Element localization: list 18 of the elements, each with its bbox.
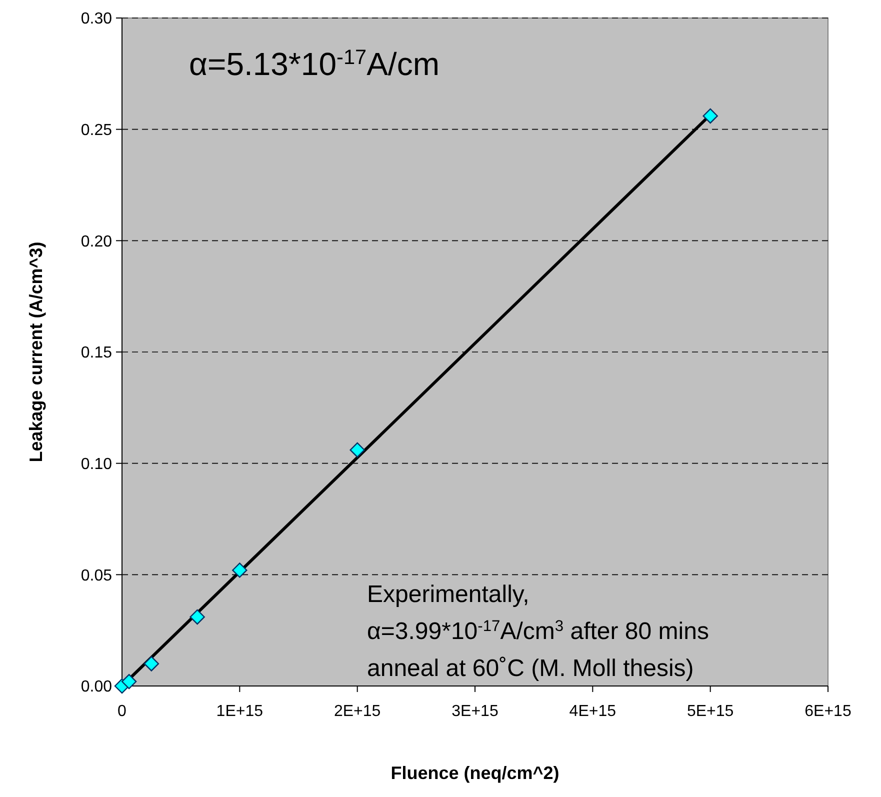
annotation: α=5.13*10$^{-17}$A/cm <box>189 46 440 82</box>
y-tick-label: 0.20 <box>80 233 112 250</box>
x-tick-label: 1E+15 <box>216 703 264 720</box>
x-tick-label: 6E+15 <box>804 703 852 720</box>
x-tick-label: 0 <box>118 703 127 720</box>
x-tick-label: 3E+15 <box>452 703 498 720</box>
y-tick-label: 0.05 <box>80 567 112 584</box>
x-tick-label: 4E+15 <box>569 703 616 720</box>
y-tick-label: 0.15 <box>80 344 112 362</box>
x-axis-title: Fluence (neq/cm^2) <box>390 763 560 783</box>
y-axis-title: Leakage current (A/cm^3) <box>26 242 46 462</box>
x-tick-label: 5E+15 <box>686 703 734 720</box>
y-tick-label: 0.30 <box>80 10 112 28</box>
y-tick-label: 0.25 <box>80 122 112 139</box>
x-tick-label: 2E+15 <box>334 703 381 720</box>
y-tick-label: 0.10 <box>80 456 112 473</box>
y-tick-label: 0.00 <box>80 678 112 696</box>
annotation: Experimentally, α=3.99*10$^{-17}$A/cm$^{3}$ after 80 mins anneal at 60˚C (M. Moll thesis) <box>367 581 709 682</box>
